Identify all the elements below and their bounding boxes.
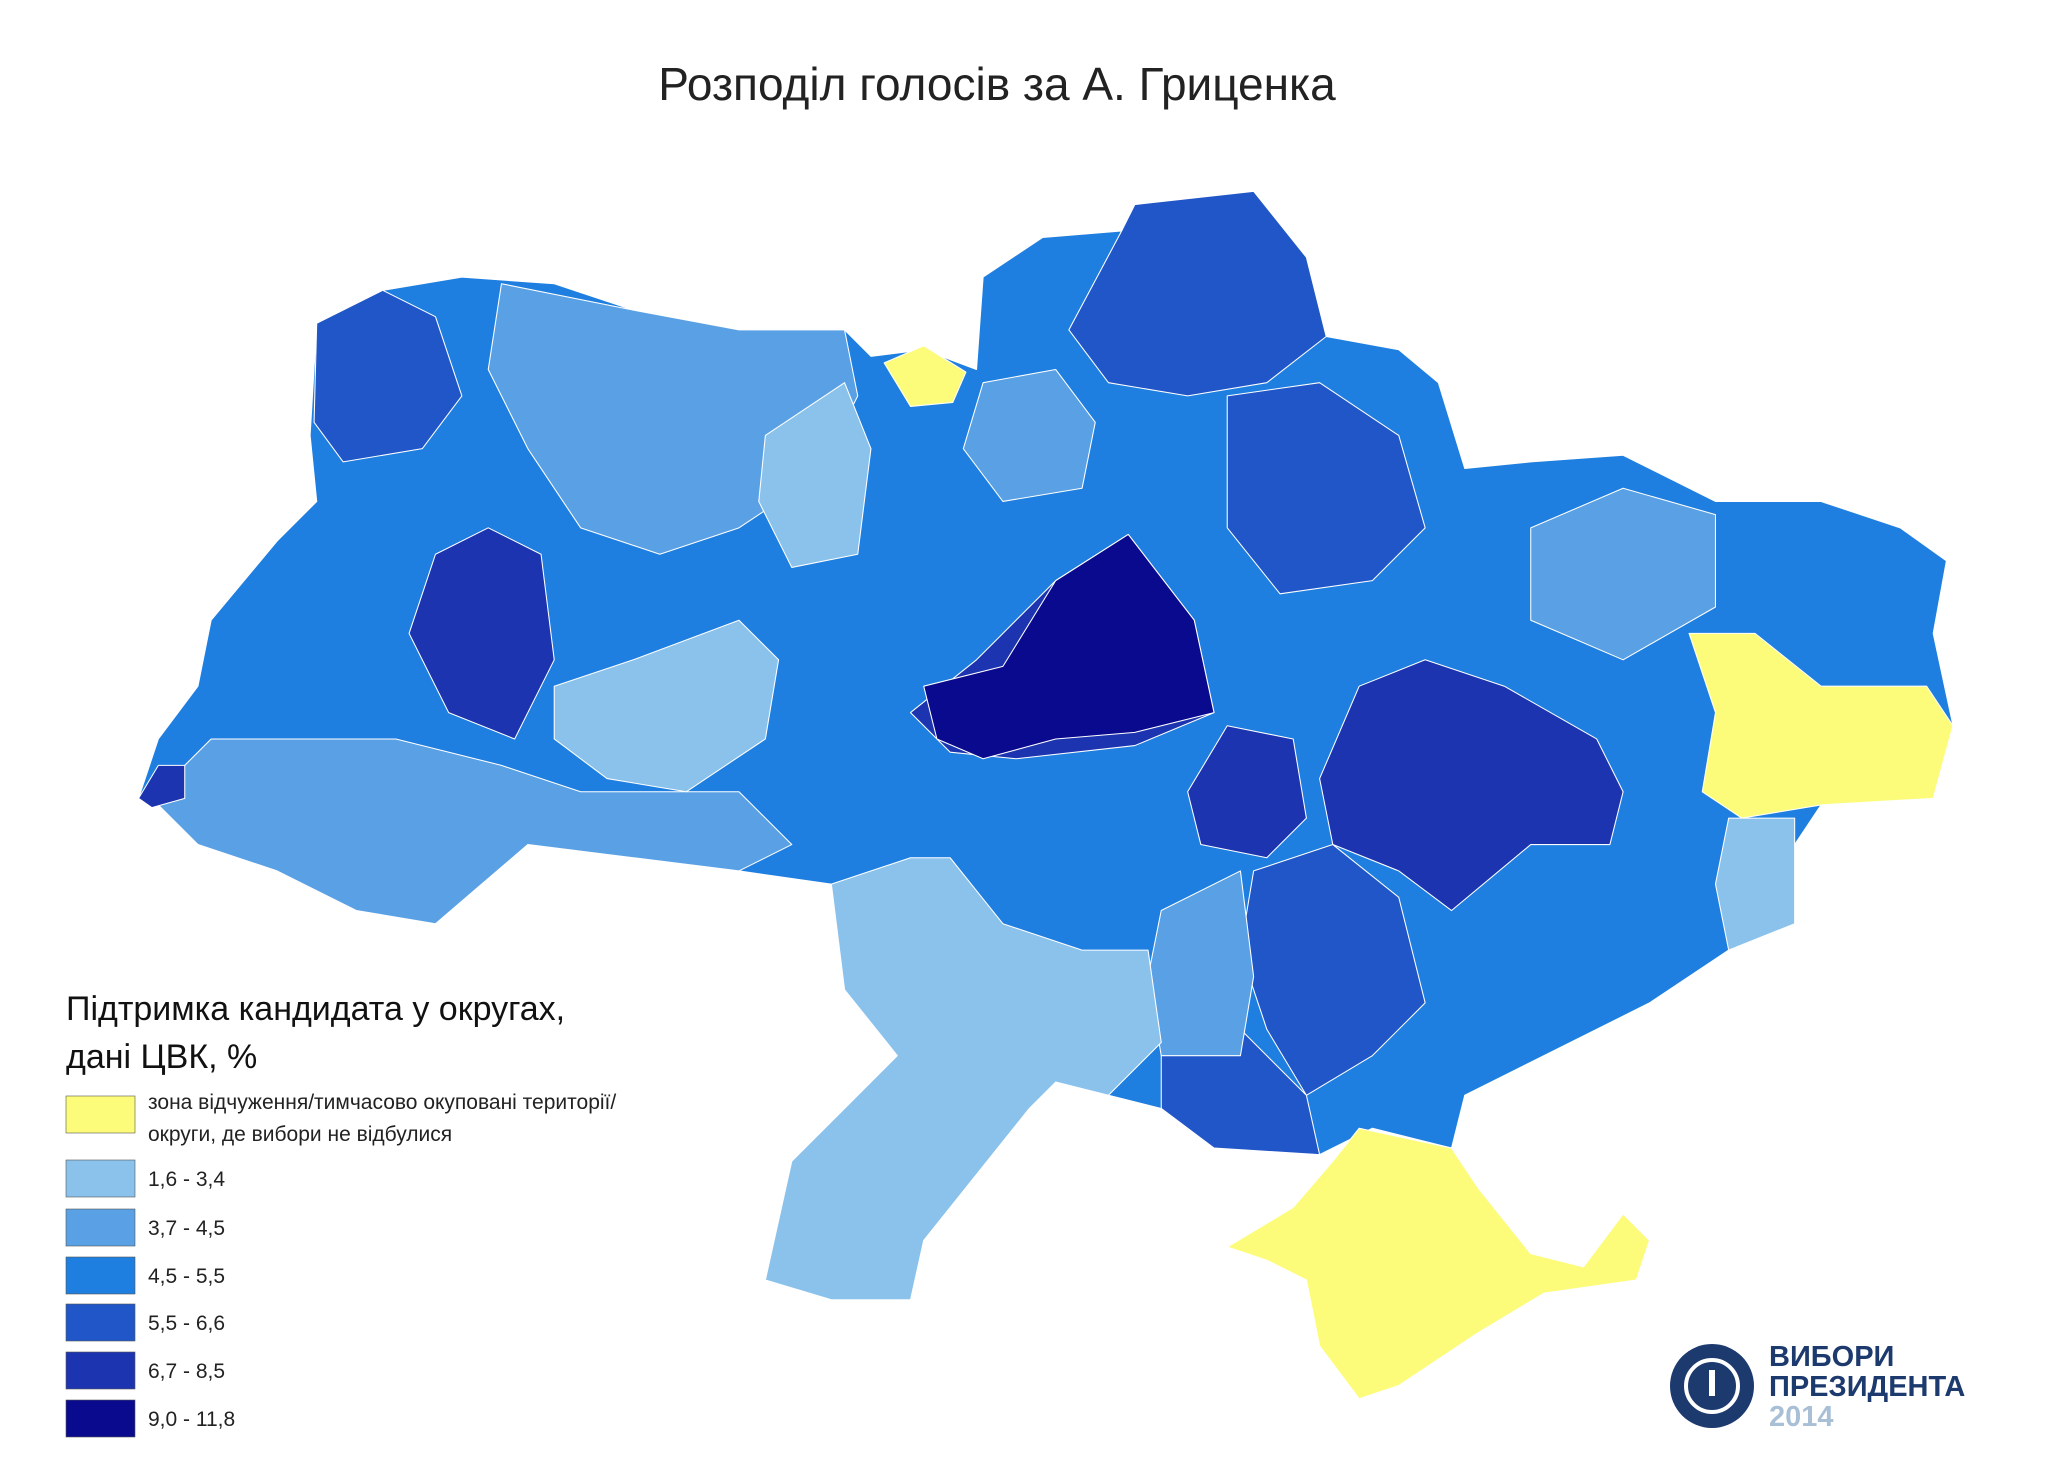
region bbox=[1319, 659, 1624, 912]
legend: Підтримка кандидата у округах, дані ЦВК,… bbox=[65, 990, 616, 1438]
logo-text: ПРЕЗИДЕНТА bbox=[1769, 1371, 1965, 1403]
legend-swatch bbox=[65, 1256, 136, 1295]
legend-label: 9,0 - 11,8 bbox=[148, 1408, 235, 1431]
legend-label: 5,5 - 6,6 bbox=[148, 1312, 225, 1335]
legend-label: округи, де вибори не відбулися bbox=[148, 1123, 452, 1146]
legend-label: 1,6 - 3,4 bbox=[148, 1168, 225, 1191]
region bbox=[1530, 487, 1717, 661]
excluded-zone bbox=[883, 345, 967, 407]
legend-label: 3,7 - 4,5 bbox=[148, 1217, 225, 1240]
logo-mark bbox=[1709, 1370, 1715, 1396]
region bbox=[758, 382, 872, 568]
logo: ВИБОРИ ПРЕЗИДЕНТА 2014 bbox=[1670, 1341, 1965, 1433]
logo-ring bbox=[1684, 1358, 1740, 1414]
region bbox=[157, 738, 793, 925]
region bbox=[313, 289, 463, 463]
region bbox=[1068, 190, 1327, 397]
legend-swatch bbox=[65, 1159, 136, 1198]
title: Розподіл голосів за А. Гриценка bbox=[658, 58, 1336, 110]
legend-swatch bbox=[65, 1095, 136, 1134]
legend-swatch bbox=[65, 1351, 136, 1390]
region bbox=[962, 368, 1096, 502]
logo-year: 2014 bbox=[1769, 1401, 1834, 1433]
region bbox=[764, 857, 1162, 1301]
ukraine-map bbox=[138, 190, 1954, 1400]
region bbox=[408, 527, 555, 740]
legend-label: 4,5 - 5,5 bbox=[148, 1265, 225, 1288]
region bbox=[1187, 725, 1307, 859]
region bbox=[1226, 382, 1426, 595]
logo-text: ВИБОРИ bbox=[1769, 1341, 1894, 1373]
legend-swatch bbox=[65, 1303, 136, 1342]
excluded-zone bbox=[1226, 1127, 1651, 1400]
legend-swatch bbox=[65, 1208, 136, 1247]
legend-title: Підтримка кандидата у округах, bbox=[66, 990, 565, 1028]
legend-label: зона відчуження/тимчасово окуповані тери… bbox=[148, 1091, 616, 1114]
region bbox=[923, 533, 1215, 760]
legend-swatch bbox=[65, 1399, 136, 1438]
region bbox=[1714, 817, 1796, 951]
excluded-zone bbox=[1688, 632, 1954, 819]
legend-label: 6,7 - 8,5 bbox=[148, 1360, 225, 1383]
region bbox=[553, 619, 780, 793]
region bbox=[138, 764, 186, 809]
legend-title: дані ЦВК, % bbox=[66, 1038, 257, 1076]
